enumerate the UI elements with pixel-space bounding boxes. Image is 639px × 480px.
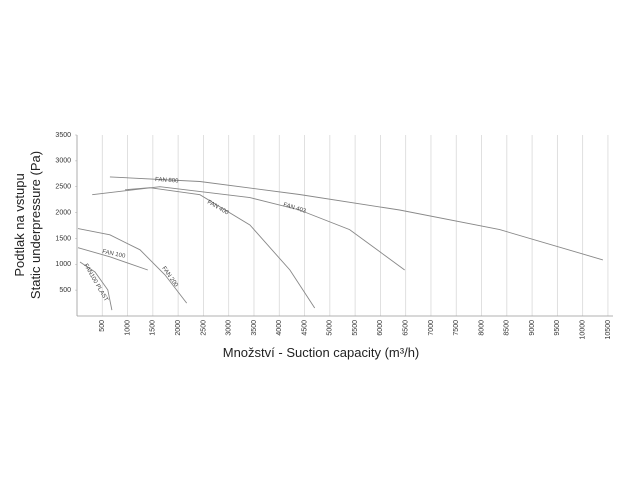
x-tick-label: 6500	[403, 320, 410, 336]
y-axis-title: Podtlak na vstupu Static underpressure (…	[12, 151, 43, 299]
x-tick-label: 10000	[580, 320, 587, 340]
x-tick-label: 7000	[428, 320, 435, 336]
y-tick-label: 3000	[55, 158, 71, 165]
y-tick-label: 500	[59, 287, 71, 294]
x-tick-label: 9000	[529, 320, 536, 336]
x-tick-label: 1000	[124, 320, 131, 336]
x-tick-label: 5000	[327, 320, 334, 336]
x-tick-label: 3000	[226, 320, 233, 336]
x-tick-label: 8000	[478, 320, 485, 336]
y-tick-label: 2000	[55, 209, 71, 216]
curve-label: FAN 200	[160, 266, 179, 289]
x-tick-label: 2000	[175, 320, 182, 336]
curve	[79, 261, 113, 311]
curve-label: FAN 403	[282, 202, 307, 215]
x-tick-label: 5500	[352, 320, 359, 336]
curve	[109, 176, 604, 261]
x-tick-label: 9500	[554, 320, 561, 336]
x-tick-label: 1500	[150, 320, 157, 336]
x-tick-label: 4000	[276, 320, 283, 336]
x-tick-label: 8500	[504, 320, 511, 336]
curve-label: FAN 800	[155, 177, 179, 185]
x-tick-label: 7500	[453, 320, 460, 336]
curve-label: FAN100 PLAST	[82, 263, 109, 303]
y-axis-title-line: Static underpressure (Pa)	[28, 151, 43, 299]
x-tick-label: 2500	[200, 320, 207, 336]
curve-label: FAN 400	[206, 200, 230, 217]
x-tick-label: 3500	[251, 320, 258, 336]
y-tick-label: 1000	[55, 261, 71, 268]
y-tick-label: 1500	[55, 235, 71, 242]
curve	[77, 228, 188, 304]
x-tick-label: 500	[99, 320, 106, 332]
curve	[124, 187, 316, 309]
y-axis-title-line: Podtlak na vstupu	[12, 173, 27, 276]
x-tick-label: 4500	[301, 320, 308, 336]
curve	[92, 186, 405, 271]
y-tick-label: 3500	[55, 132, 71, 139]
y-tick-label: 2500	[55, 184, 71, 191]
x-tick-label: 6000	[377, 320, 384, 336]
curve	[77, 247, 148, 271]
x-axis-title: Množství - Suction capacity (m³/h)	[223, 345, 420, 360]
x-tick-label: 10500	[605, 320, 612, 340]
curve-label: FAN 100	[102, 249, 127, 260]
